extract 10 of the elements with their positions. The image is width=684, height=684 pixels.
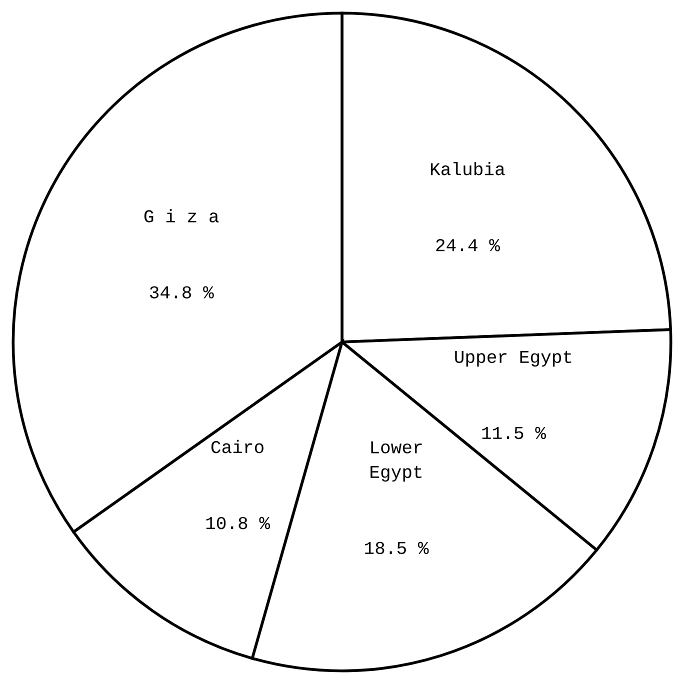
slice-label: G i z a bbox=[144, 209, 219, 222]
data-label: 11.5 % bbox=[482, 426, 546, 440]
slice-label: Cairo bbox=[211, 440, 264, 454]
data-label: 34.8 % bbox=[150, 286, 214, 298]
data-label: 18.5 % bbox=[365, 542, 429, 554]
slice-label: Kalubia bbox=[430, 162, 505, 176]
data-label: 24.4 % bbox=[436, 239, 500, 252]
slice-label: Upper Egypt bbox=[455, 350, 572, 367]
data-label: 10.8 % bbox=[206, 516, 270, 530]
slice-label: Lower Egypt bbox=[370, 441, 422, 482]
